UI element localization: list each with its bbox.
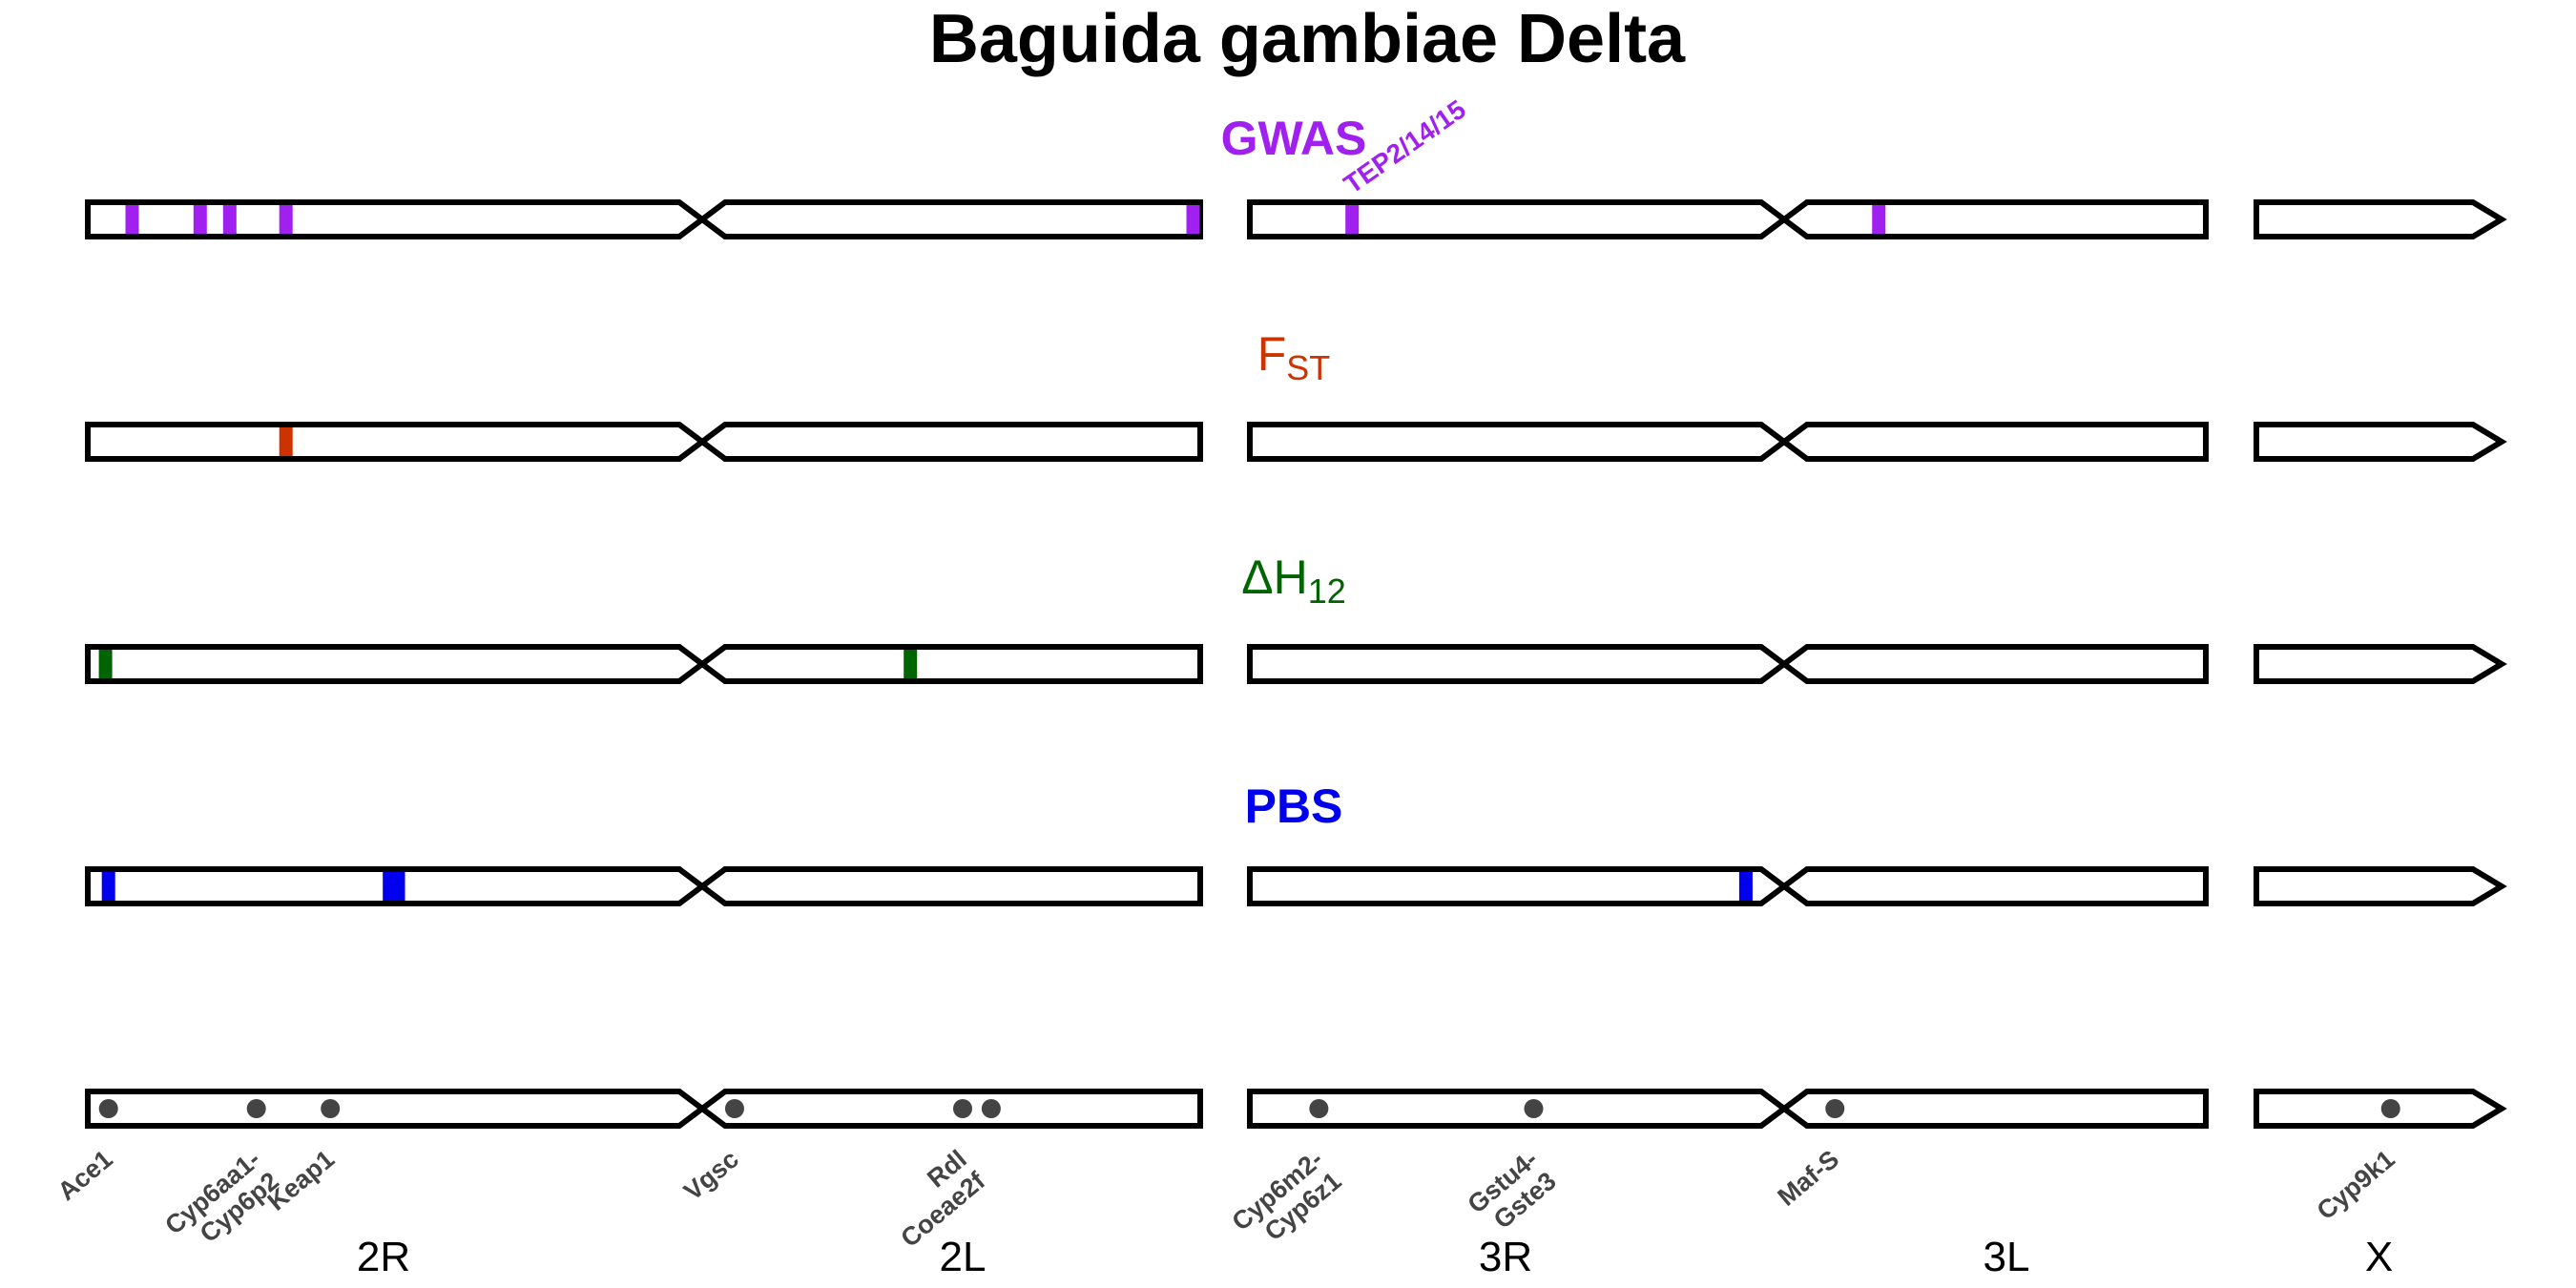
track-gwas-peak bbox=[1872, 205, 1886, 234]
track-pbs: PBS bbox=[85, 779, 2507, 906]
track-pbs-label-main: PBS bbox=[1245, 779, 1343, 833]
gene-marker-dot bbox=[98, 1099, 118, 1118]
track-gwas-label: GWAS bbox=[1221, 112, 1367, 165]
gene-row-chrom-x bbox=[2254, 1089, 2507, 1129]
gene-marker-dot bbox=[1524, 1099, 1544, 1118]
gene-row-chrom-2 bbox=[85, 1089, 1203, 1129]
gene-label: Vgsc bbox=[678, 1145, 744, 1206]
gene-label-line: Ace1 bbox=[52, 1145, 118, 1206]
track-gwas-chrom-3 bbox=[1247, 199, 2209, 239]
arm-label-2l: 2L bbox=[940, 1234, 987, 1280]
track-pbs-peak bbox=[101, 872, 115, 901]
gene-label-line: Vgsc bbox=[678, 1145, 744, 1206]
track-h12: ΔH12 bbox=[85, 551, 2507, 684]
gene-marker-dot bbox=[1309, 1099, 1329, 1118]
gene-row-chrom-3 bbox=[1247, 1089, 2209, 1129]
track-h12-label-sub: 12 bbox=[1308, 571, 1346, 611]
track-fst-peak bbox=[279, 427, 293, 456]
arm-label-2r: 2R bbox=[357, 1234, 410, 1280]
gene-marker-dot bbox=[1825, 1099, 1845, 1118]
arm-label-3r: 3R bbox=[1479, 1234, 1532, 1280]
track-fst-label-sub: ST bbox=[1286, 348, 1330, 387]
gene-marker-dot bbox=[981, 1099, 1001, 1118]
track-h12-label: ΔH12 bbox=[1241, 551, 1346, 611]
track-fst: FST bbox=[85, 327, 2507, 462]
track-h12-peak bbox=[98, 650, 113, 678]
gene-label-line: Cyp9k1 bbox=[2312, 1145, 2400, 1226]
arm-label-x: X bbox=[2365, 1234, 2393, 1280]
track-gwas-chrom-x bbox=[2254, 199, 2507, 239]
track-gwas-peak bbox=[222, 205, 237, 234]
gene-marker-dot bbox=[953, 1099, 972, 1118]
gene-label: Cyp6m2-Cyp6z1 bbox=[1227, 1145, 1347, 1258]
track-pbs-chrom-3 bbox=[1247, 866, 2209, 906]
track-fst-label: FST bbox=[1257, 327, 1331, 387]
track-pbs-label: PBS bbox=[1245, 779, 1343, 833]
track-gwas-peak bbox=[1345, 205, 1360, 234]
gene-label: Gstu4-Gste3 bbox=[1463, 1145, 1562, 1241]
track-fst-chrom-3 bbox=[1247, 422, 2209, 462]
track-gwas-chrom-2 bbox=[85, 199, 1203, 239]
track-fst-label-main: F bbox=[1257, 327, 1287, 381]
track-pbs-peak bbox=[1738, 872, 1753, 901]
track-gwas-label-main: GWAS bbox=[1221, 112, 1367, 165]
track-h12-peak bbox=[904, 650, 918, 678]
track-h12-label-main: ΔH bbox=[1241, 551, 1308, 604]
track-h12-chrom-2 bbox=[85, 644, 1203, 684]
gene-marker-dot bbox=[2380, 1099, 2400, 1118]
gene-label: Cyp6aa1-Cyp6p2 bbox=[159, 1145, 284, 1262]
gene-marker-dot bbox=[321, 1099, 341, 1118]
track-gwas-peak bbox=[1186, 205, 1200, 234]
gene-label: Maf-S bbox=[1773, 1145, 1845, 1212]
track-fst-chrom-2 bbox=[85, 422, 1203, 462]
gene-label-line: Maf-S bbox=[1773, 1145, 1845, 1212]
gene-marker-dot bbox=[724, 1099, 744, 1118]
gene-label: Ace1 bbox=[52, 1145, 118, 1206]
track-fst-chrom-x bbox=[2254, 422, 2507, 462]
track-gwas-peak bbox=[125, 205, 139, 234]
track-gwas-peak bbox=[279, 205, 293, 234]
track-gwas-peak bbox=[193, 205, 207, 234]
track-h12-chrom-3 bbox=[1247, 644, 2209, 684]
arm-label-3l: 3L bbox=[1984, 1234, 2030, 1280]
track-pbs-chrom-x bbox=[2254, 866, 2507, 906]
arm-labels: 2R 2L 3R 3L X bbox=[357, 1234, 2393, 1280]
diagram-title: Baguida gambiae Delta bbox=[929, 1, 1686, 77]
gene-label: Cyp9k1 bbox=[2312, 1145, 2400, 1226]
track-h12-chrom-x bbox=[2254, 644, 2507, 684]
gene-marker-dot bbox=[246, 1099, 266, 1118]
track-pbs-peak bbox=[391, 872, 405, 901]
track-pbs-chrom-2 bbox=[85, 866, 1203, 906]
